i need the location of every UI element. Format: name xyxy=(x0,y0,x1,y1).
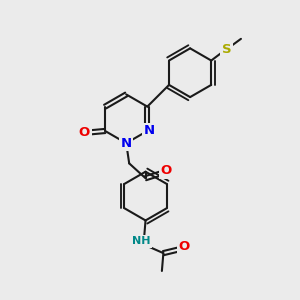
Text: N: N xyxy=(143,124,155,137)
Text: S: S xyxy=(222,43,232,56)
Text: O: O xyxy=(161,164,172,177)
Text: O: O xyxy=(79,126,90,139)
Text: N: N xyxy=(121,137,132,150)
Text: O: O xyxy=(178,240,190,254)
Text: NH: NH xyxy=(132,236,151,246)
